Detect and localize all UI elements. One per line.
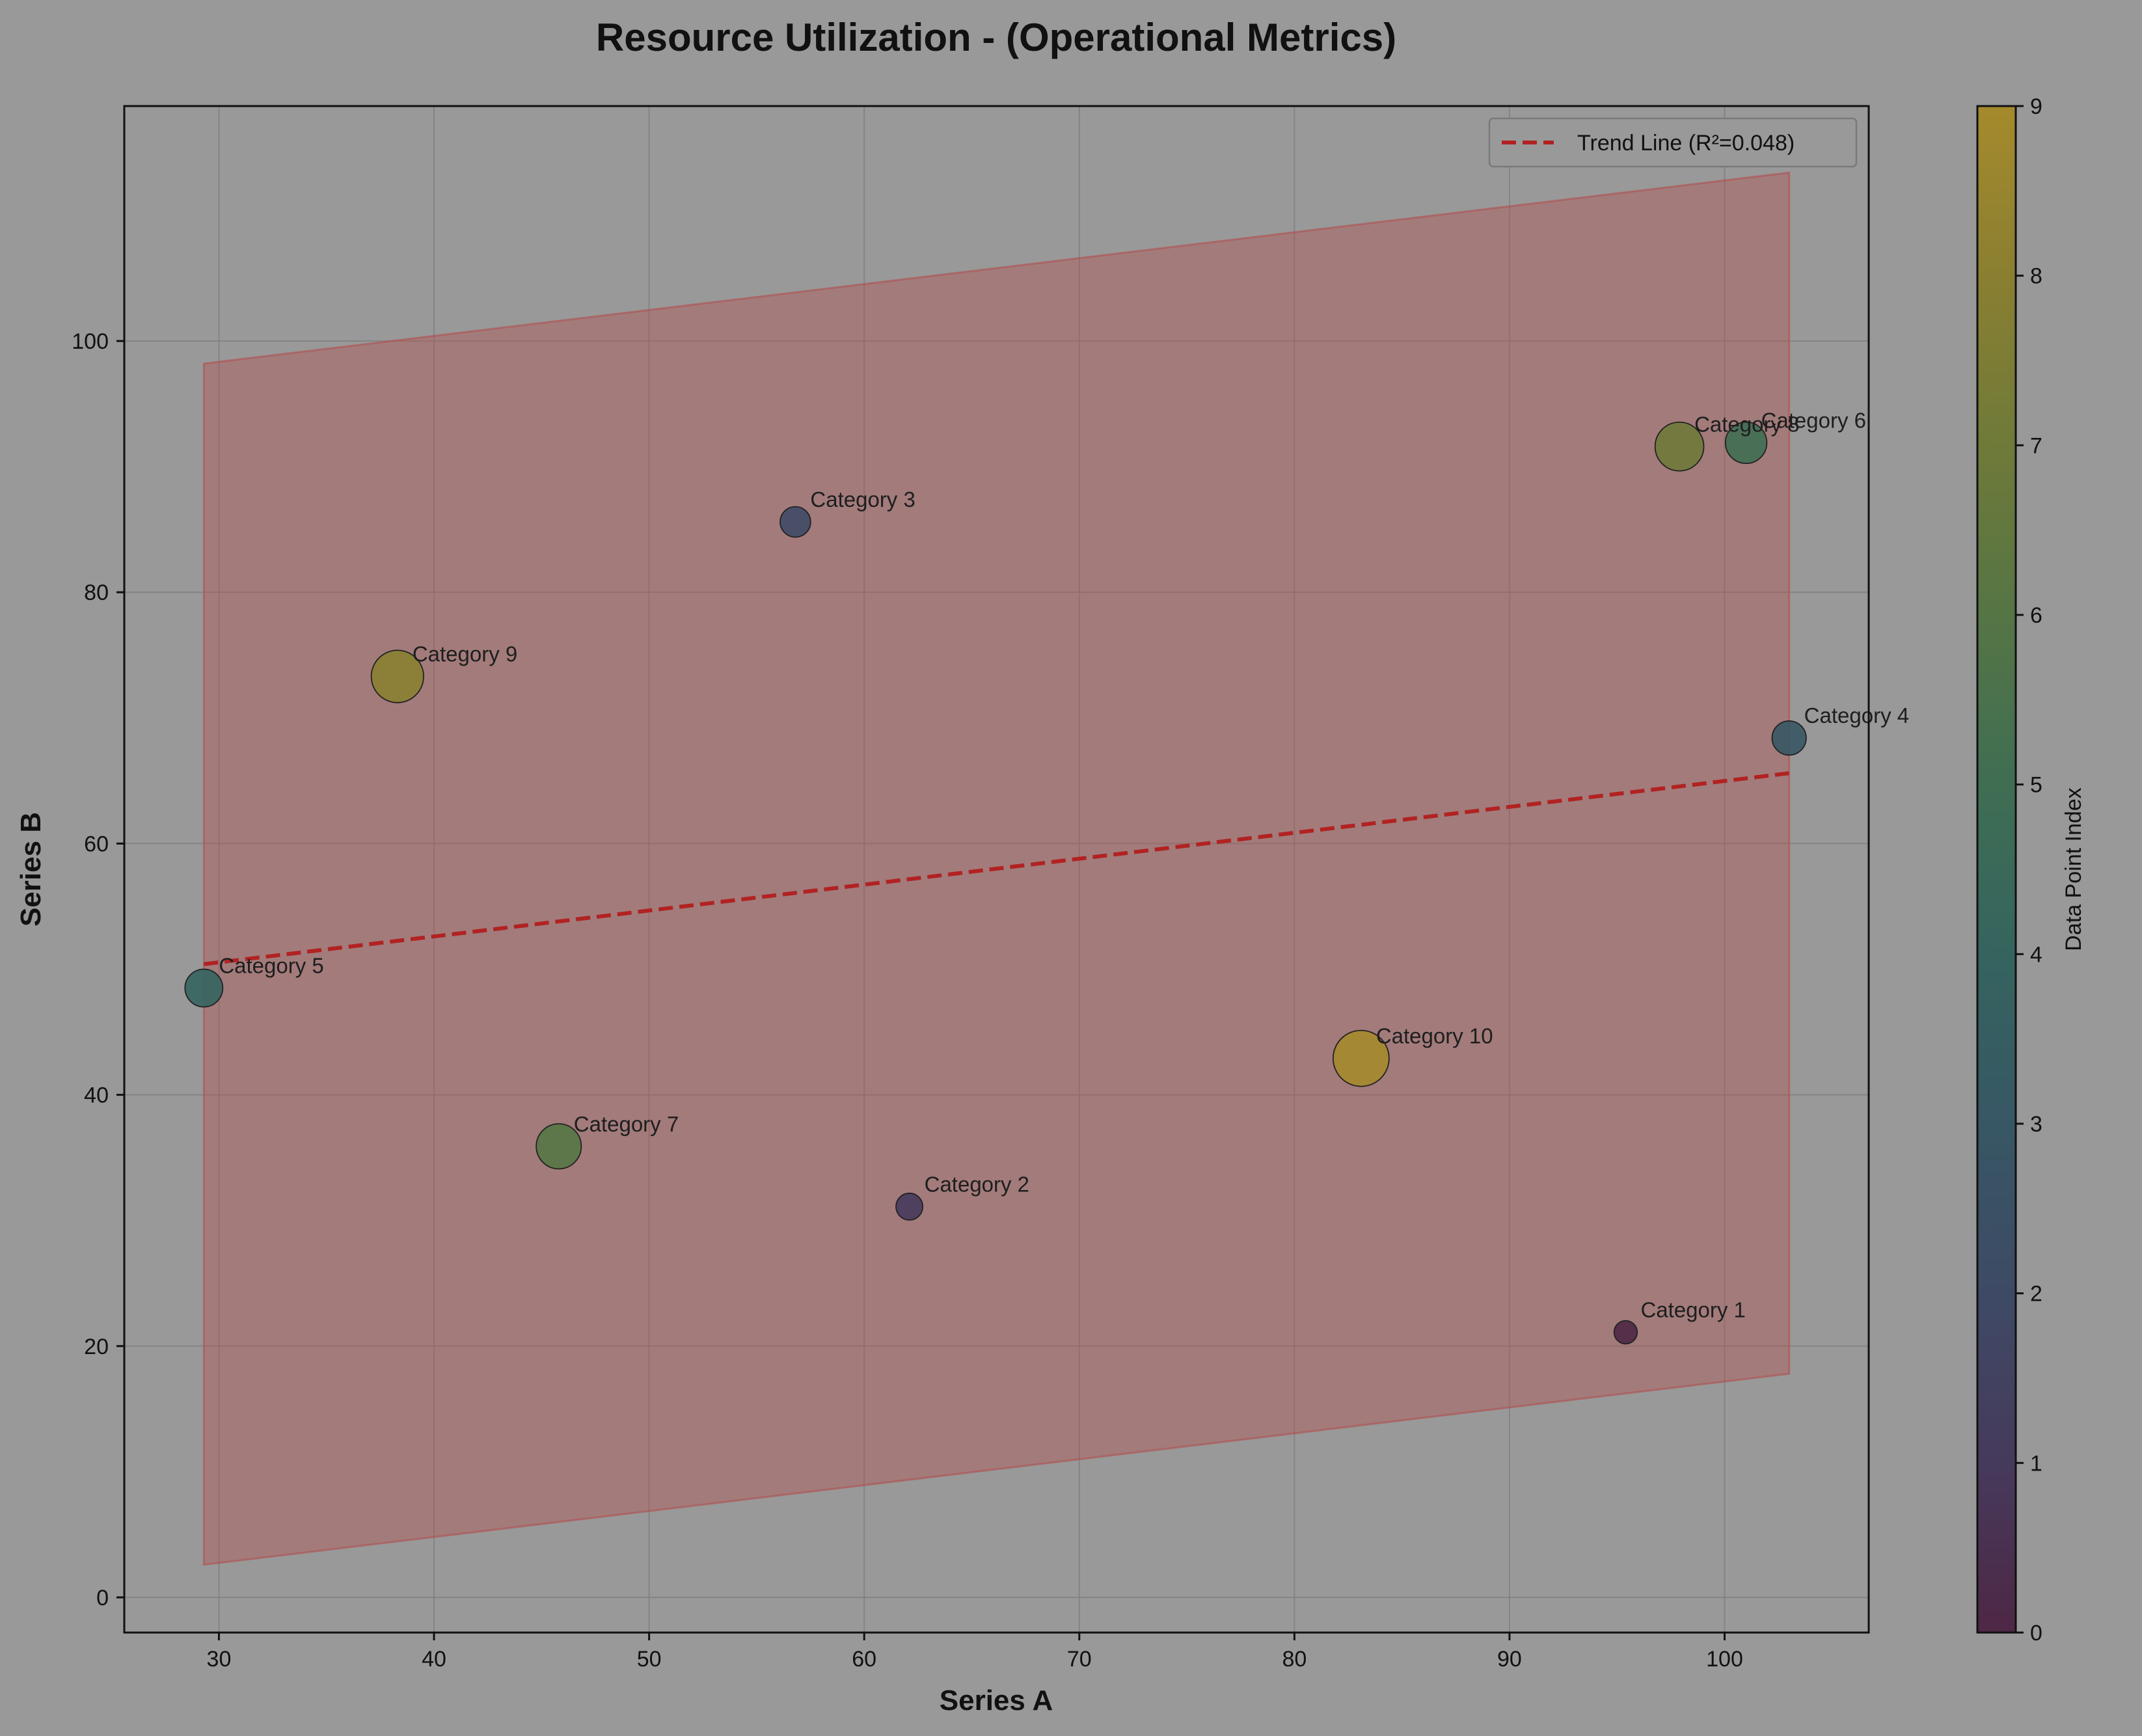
data-point [1771,720,1807,756]
colorbar-tick-label: 7 [2030,433,2042,458]
point-label: Category 6 [1761,408,1866,432]
y-tick-label: 20 [84,1335,109,1359]
x-tick-label: 90 [1497,1647,1522,1672]
data-point [1613,1320,1638,1345]
points-layer [184,421,1807,1345]
point-label: Category 4 [1804,703,1909,727]
point-label: Category 10 [1376,1024,1493,1048]
x-tick-label: 30 [207,1647,232,1672]
point-label: Category 9 [413,642,517,666]
trend-line [203,771,1790,966]
point-label: Category 8 [1694,412,1799,436]
colorbar-tick-label: 4 [2030,942,2042,967]
y-tick-label: 60 [84,832,109,856]
ticks-layer: 30 40 50 60 70 80 90 100 0 20 40 60 80 100 [72,329,1743,1672]
colorbar-tick-label: 6 [2030,603,2042,628]
x-tick-label: 100 [1706,1647,1743,1672]
data-point [895,1192,924,1221]
colorbar: 0 1 2 3 4 5 6 7 8 9 Data Point Index [1976,94,2086,1646]
data-point [1332,1029,1390,1087]
colorbar-gradient [1976,105,2017,1634]
data-point [780,506,811,538]
data-point [536,1123,582,1170]
grid [124,106,1869,1633]
y-tick-label: 100 [72,329,109,354]
x-axis-label: Series A [940,1685,1053,1716]
colorbar-tick-label: 5 [2030,773,2042,798]
colorbar-label: Data Point Index [2061,787,2086,951]
data-point [370,649,424,703]
x-tick-label: 80 [1282,1647,1307,1672]
y-axis-label: Series B [15,812,47,927]
colorbar-tick-label: 2 [2030,1282,2042,1307]
point-label: Category 5 [219,953,323,977]
point-label: Category 3 [810,487,915,511]
colorbar-tick-label: 1 [2030,1451,2042,1476]
y-tick-label: 0 [96,1586,109,1610]
colorbar-ticks: 0 1 2 3 4 5 6 7 8 9 [2016,94,2042,1646]
y-tick-label: 40 [84,1083,109,1108]
legend: Trend Line (R²=0.048) [1488,117,1858,168]
point-label: Category 2 [925,1172,1029,1196]
x-tick-label: 70 [1067,1647,1092,1672]
colorbar-tick-label: 0 [2030,1621,2042,1646]
plot-frame [123,105,1870,1634]
colorbar-tick-label: 3 [2030,1112,2042,1137]
colorbar-tick-label: 8 [2030,264,2042,289]
trend-line-layer [203,771,1790,966]
x-tick-label: 50 [637,1647,662,1672]
chart-title: Resource Utilization - (Operational Metr… [596,16,1396,59]
x-tick-label: 60 [852,1647,876,1672]
point-label: Category 1 [1640,1298,1745,1322]
x-tick-label: 40 [422,1647,446,1672]
legend-box [1488,117,1858,168]
colorbar-tick-label: 9 [2030,94,2042,119]
legend-trend-label: Trend Line (R²=0.048) [1577,131,1795,156]
y-tick-label: 80 [84,580,109,605]
data-point [1724,421,1768,465]
point-label: Category 7 [574,1112,679,1136]
data-point [184,968,224,1008]
point-labels-layer: Category 1 Category 2 Category 3 Category 4… [219,408,1909,1322]
data-point [1654,421,1705,472]
